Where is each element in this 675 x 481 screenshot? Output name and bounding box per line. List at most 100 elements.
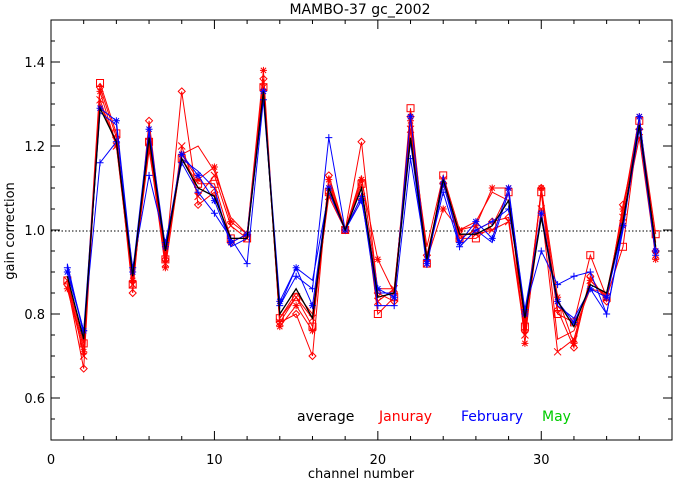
data-point-asterisk	[439, 180, 447, 188]
data-point-diamond	[553, 305, 562, 315]
data-point-asterisk	[537, 209, 545, 217]
data-point-asterisk	[145, 125, 153, 133]
data-point-diamond	[569, 343, 579, 352]
series-line	[66, 78, 657, 369]
data-point-plus	[390, 302, 398, 310]
data-point-asterisk	[325, 176, 333, 184]
data-point-cross	[177, 142, 186, 150]
data-point-asterisk	[112, 117, 120, 125]
data-point-cross	[275, 318, 284, 327]
data-point-plus	[586, 268, 594, 276]
x-tick-label: 30	[533, 453, 550, 468]
data-point-cross	[128, 280, 137, 289]
data-point-diamond	[144, 116, 154, 126]
data-point-plus	[210, 209, 218, 217]
data-point-cross	[553, 347, 562, 356]
data-point-plus	[96, 159, 104, 167]
legend-entry-januray: Januray	[378, 409, 432, 425]
data-point-diamond	[308, 351, 317, 361]
data-point-asterisk	[472, 222, 480, 230]
data-point-asterisk	[521, 339, 529, 347]
data-point-diamond	[177, 87, 186, 96]
data-point-asterisk	[456, 239, 464, 247]
data-point-asterisk	[358, 197, 365, 205]
data-point-asterisk	[194, 171, 202, 179]
x-axis-label: channel number	[308, 467, 415, 481]
data-point-diamond	[259, 74, 268, 84]
data-point-asterisk	[570, 318, 578, 326]
data-point-square	[373, 310, 382, 318]
y-tick-label: 1.4	[24, 56, 45, 71]
x-tick-label: 10	[206, 453, 223, 468]
data-point-asterisk	[472, 218, 480, 226]
data-point-cross	[521, 331, 529, 339]
data-point-plus	[537, 247, 545, 255]
data-point-square	[406, 104, 415, 113]
y-tick-label: 0.6	[24, 392, 45, 407]
series-average	[66, 91, 657, 340]
legend-entry-average: average	[297, 409, 354, 425]
x-tick-label: 0	[47, 453, 55, 468]
legend-entry-may: May	[542, 409, 571, 425]
data-point-plus	[243, 260, 251, 268]
data-point-asterisk	[178, 150, 186, 158]
data-point-asterisk	[407, 113, 415, 121]
data-point-asterisk	[194, 176, 202, 184]
data-point-plus	[194, 188, 202, 196]
data-point-asterisk	[423, 260, 431, 268]
data-point-asterisk	[570, 339, 578, 347]
data-point-square	[96, 79, 105, 87]
data-point-cross	[373, 297, 382, 306]
legend-entry-february: February	[461, 409, 523, 425]
y-axis-label: gain correction	[3, 182, 18, 280]
data-point-plus	[374, 302, 382, 310]
y-tick-label: 1.0	[24, 224, 45, 239]
data-point-plus	[554, 281, 562, 289]
axes: 0 10 20 30 0.6 0.8 1.0 1.2 1.4	[24, 19, 672, 468]
data-point-asterisk	[96, 87, 104, 95]
data-point-asterisk	[292, 302, 300, 310]
series-line	[66, 91, 657, 340]
data-point-cross	[96, 95, 104, 104]
series-layer	[63, 66, 660, 373]
x-tick-label: 20	[370, 453, 387, 468]
data-point-asterisk	[210, 163, 218, 171]
data-point-asterisk	[439, 205, 447, 213]
data-point-plus	[145, 171, 153, 179]
data-point-asterisk	[554, 293, 562, 301]
data-point-diamond	[79, 364, 88, 373]
data-point-diamond	[193, 200, 203, 210]
data-point-asterisk	[358, 176, 365, 184]
legend: average Januray February May	[297, 409, 571, 425]
data-point-asterisk	[276, 323, 284, 331]
data-point-asterisk	[374, 255, 382, 263]
data-point-plus	[325, 134, 333, 142]
data-point-asterisk	[488, 234, 496, 242]
data-point-cross	[226, 221, 235, 230]
data-point-square	[651, 230, 660, 239]
data-point-asterisk	[603, 293, 611, 301]
data-point-asterisk	[210, 197, 218, 205]
data-point-cross	[292, 293, 300, 302]
series-run-4	[66, 91, 657, 348]
data-point-asterisk	[259, 66, 267, 74]
data-point-plus	[292, 272, 300, 280]
data-point-asterisk	[488, 184, 496, 192]
y-tick-label: 1.2	[24, 140, 45, 155]
data-point-diamond	[357, 137, 366, 147]
data-point-asterisk	[374, 285, 382, 293]
data-point-asterisk	[537, 184, 545, 192]
data-point-asterisk	[63, 268, 71, 276]
data-point-asterisk	[505, 184, 513, 192]
data-point-asterisk	[390, 293, 398, 301]
data-point-asterisk	[161, 264, 169, 272]
data-point-cross	[570, 335, 578, 344]
data-point-asterisk	[619, 222, 627, 230]
data-point-cross	[79, 352, 88, 360]
data-point-asterisk	[308, 302, 316, 310]
data-point-plus	[570, 272, 578, 280]
data-point-diamond	[128, 288, 137, 298]
data-point-asterisk	[619, 205, 627, 213]
